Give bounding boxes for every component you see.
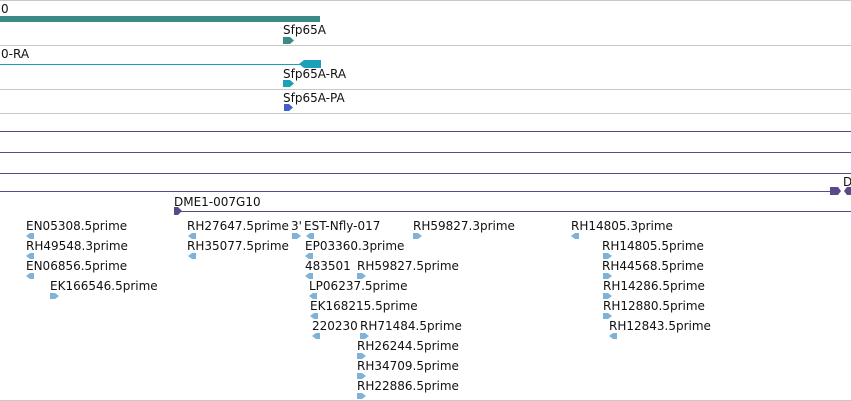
track-separator — [0, 89, 851, 90]
est-arrow-icon[interactable] — [26, 273, 36, 279]
est-label: EN05308.5prime — [26, 219, 128, 233]
est-arrow-icon[interactable] — [571, 233, 581, 239]
est-label: RH12880.5prime — [603, 299, 705, 313]
est-arrow-icon[interactable] — [50, 293, 60, 299]
genomic-right-label: D — [843, 175, 851, 189]
est-arrow-icon[interactable] — [603, 293, 613, 299]
est-arrow-icon[interactable] — [305, 253, 315, 259]
est-arrow-icon[interactable] — [292, 233, 302, 239]
est-label: EST-Nfly-017 — [304, 219, 381, 233]
est-label: EK166546.5prime — [50, 279, 158, 293]
est-arrow-icon[interactable] — [357, 273, 367, 279]
gene-bar[interactable] — [0, 16, 320, 22]
est-label: RH26244.5prime — [357, 339, 459, 353]
genomic-line — [0, 131, 851, 132]
est-arrow-icon[interactable] — [188, 233, 198, 239]
track-separator — [0, 45, 851, 46]
est-label: 483501 — [305, 259, 351, 273]
transcript-arrow-icon — [283, 80, 294, 87]
est-arrow-icon[interactable] — [188, 253, 198, 259]
track-separator — [0, 113, 851, 114]
est-arrow-icon[interactable] — [609, 333, 619, 339]
genomic-feature[interactable] — [830, 187, 851, 195]
est-arrow-icon[interactable] — [357, 393, 367, 399]
genomic-line — [0, 152, 851, 153]
est-label: RH22886.5prime — [357, 379, 459, 393]
gene-arrow-icon — [283, 37, 294, 44]
est-arrow-icon[interactable] — [310, 313, 320, 319]
est-label: RH34709.5prime — [357, 359, 459, 373]
est-arrow-icon[interactable] — [357, 353, 367, 359]
clone-label: DME1-007G10 — [174, 195, 261, 209]
est-label: 3' — [291, 219, 302, 233]
transcript-intron[interactable] — [0, 64, 300, 65]
est-arrow-icon[interactable] — [603, 273, 613, 279]
est-label: RH59827.3prime — [413, 219, 515, 233]
gene-left-label: 0 — [1, 2, 9, 16]
est-label: RH59827.5prime — [357, 259, 459, 273]
est-arrow-icon[interactable] — [26, 253, 36, 259]
est-label: EP03360.3prime — [305, 239, 405, 253]
clone-line — [174, 211, 851, 212]
est-arrow-icon[interactable] — [603, 313, 613, 319]
transcript-exon[interactable] — [299, 60, 321, 68]
est-label: RH12843.5prime — [609, 319, 711, 333]
est-arrow-icon[interactable] — [306, 233, 316, 239]
est-label: RH14286.5prime — [603, 279, 705, 293]
transcript-left-label: 0-RA — [1, 47, 30, 61]
est-arrow-icon[interactable] — [357, 373, 367, 379]
protein-label: Sfp65A-PA — [283, 91, 345, 105]
est-arrow-icon[interactable] — [312, 333, 322, 339]
est-label: RH14805.3prime — [571, 219, 673, 233]
est-label: RH49548.3prime — [26, 239, 128, 253]
est-label: RH14805.5prime — [602, 239, 704, 253]
est-label: RH35077.5prime — [187, 239, 289, 253]
est-label: EK168215.5prime — [310, 299, 418, 313]
transcript-label: Sfp65A-RA — [283, 67, 347, 81]
est-label: RH27647.5prime — [187, 219, 289, 233]
est-label: RH71484.5prime — [360, 319, 462, 333]
est-arrow-icon[interactable] — [26, 233, 36, 239]
genomic-line — [0, 191, 832, 192]
est-label: 220230 — [312, 319, 358, 333]
protein-arrow-icon — [284, 104, 293, 111]
gene-label: Sfp65A — [283, 23, 326, 37]
est-label: EN06856.5prime — [26, 259, 128, 273]
track-separator — [0, 0, 851, 1]
est-arrow-icon[interactable] — [305, 273, 315, 279]
est-arrow-icon[interactable] — [413, 233, 423, 239]
est-label: RH44568.5prime — [602, 259, 704, 273]
genomic-line — [0, 173, 851, 174]
est-arrow-icon[interactable] — [360, 333, 370, 339]
est-arrow-icon[interactable] — [603, 253, 613, 259]
est-label: LP06237.5prime — [309, 279, 408, 293]
est-arrow-icon[interactable] — [309, 293, 319, 299]
